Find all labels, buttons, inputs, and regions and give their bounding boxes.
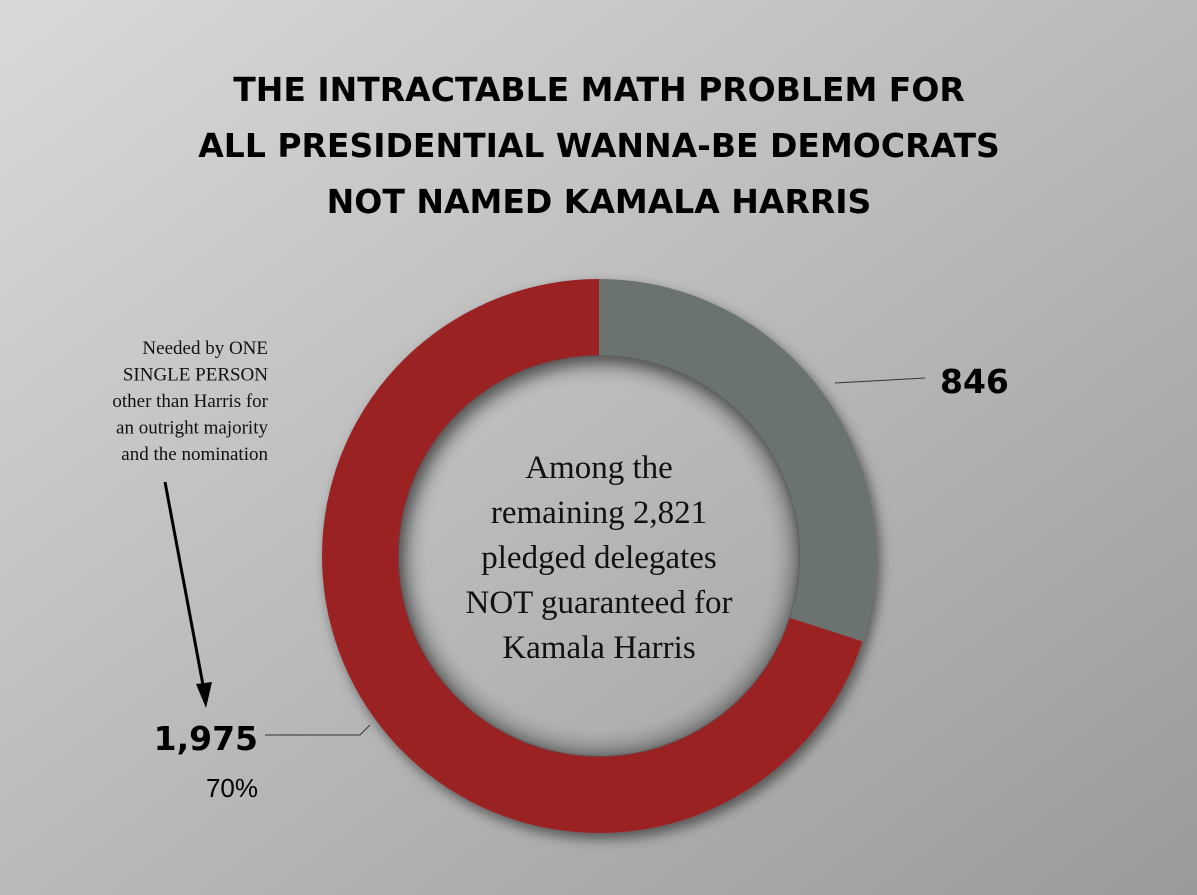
annotation: other than Harris for (112, 391, 268, 412)
center-text: remaining 2,821 (491, 495, 707, 531)
chart-title: NOT NAMED KAMALA HARRIS (327, 182, 872, 221)
donut (322, 279, 876, 833)
center-text: NOT guaranteed for (466, 585, 733, 621)
value-label: 846 (940, 362, 1009, 401)
annotation: SINGLE PERSON (123, 365, 268, 386)
annotation: Needed by ONE (142, 338, 268, 359)
chart-title: ALL PRESIDENTIAL WANNA-BE DEMOCRATS (198, 126, 1000, 165)
center-text: Among the (525, 450, 673, 486)
value-label: 1,975 (154, 719, 258, 758)
arrow (163, 481, 205, 686)
leader-line (834, 377, 926, 384)
annotation: an outright majority (116, 418, 268, 439)
donut-segment (599, 279, 876, 642)
center-text: pledged delegates (481, 540, 716, 576)
arrow-head (196, 682, 212, 708)
chart-title: THE INTRACTABLE MATH PROBLEM FOR (233, 70, 965, 109)
center-text: Kamala Harris (502, 630, 695, 666)
annotation: and the nomination (121, 444, 268, 465)
share-label: 70% (206, 773, 258, 803)
leader-line (265, 724, 371, 736)
inner-shadow (398, 355, 800, 757)
